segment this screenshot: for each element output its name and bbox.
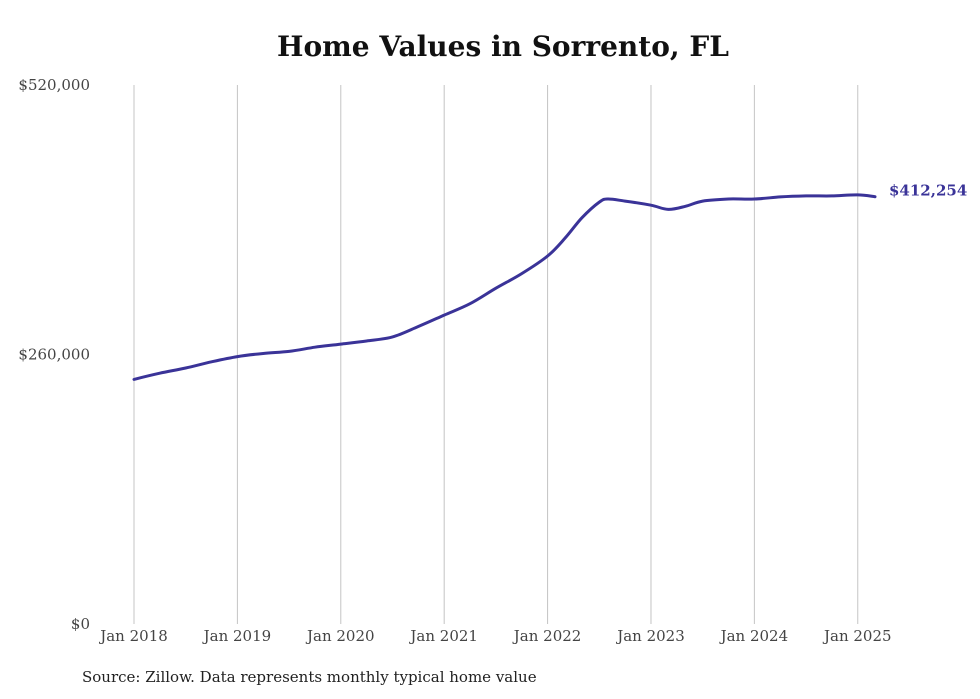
- source-note: Source: Zillow. Data represents monthly …: [82, 668, 537, 686]
- y-tick-label: $520,000: [18, 76, 90, 94]
- x-tick-label: Jan 2021: [408, 627, 478, 645]
- chart-title: Home Values in Sorrento, FL: [277, 30, 729, 63]
- x-tick-label: Jan 2023: [615, 627, 685, 645]
- x-tick-label: Jan 2025: [822, 627, 892, 645]
- x-tick-label: Jan 2018: [98, 627, 168, 645]
- end-value-label: $412,254: [889, 182, 967, 200]
- y-tick-label: $0: [71, 615, 90, 633]
- x-tick-label: Jan 2024: [719, 627, 789, 645]
- x-tick-label: Jan 2019: [202, 627, 272, 645]
- x-tick-label: Jan 2020: [305, 627, 375, 645]
- y-tick-label: $260,000: [18, 346, 90, 364]
- series-line: [132, 193, 877, 381]
- x-tick-label: Jan 2022: [512, 627, 582, 645]
